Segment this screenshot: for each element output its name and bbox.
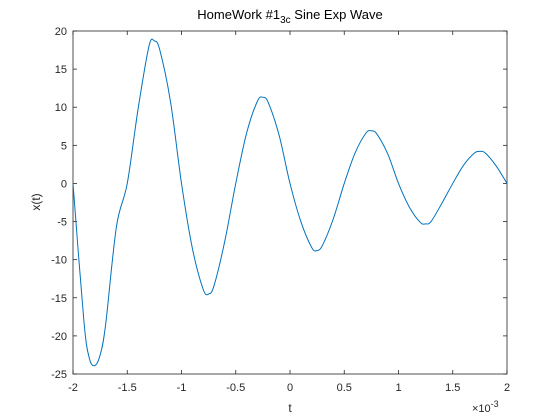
plot-area <box>72 30 508 375</box>
y-tick-label: -15 <box>51 293 67 305</box>
chart-title-main: HomeWork #1 <box>197 7 280 22</box>
x-tick-label: -2 <box>68 382 78 394</box>
x-tick-label: 2 <box>504 382 510 394</box>
x-tick-label: 1.5 <box>445 382 460 394</box>
y-tick-label: -10 <box>51 255 67 267</box>
x-axis-label: t <box>288 401 292 415</box>
chart-title: HomeWork #13c Sine Exp Wave <box>197 7 382 26</box>
x-tick-label: -0.5 <box>226 382 245 394</box>
x-tick-label: 1 <box>395 382 401 394</box>
x-axis-multiplier: ×10-3 <box>472 399 499 415</box>
series-line <box>72 38 508 367</box>
chart-title-subscript: 3c <box>280 15 291 26</box>
x-axis-ticks: -2 -1.5 -1 -0.5 0 0.5 1 1.5 2 <box>68 31 510 394</box>
x-tick-label: 0 <box>287 382 293 394</box>
y-tick-label: 15 <box>55 64 67 76</box>
x-tick-label: -1 <box>177 382 187 394</box>
y-tick-label: 20 <box>55 26 67 38</box>
x-tick-label: -1.5 <box>118 382 137 394</box>
y-tick-label: 5 <box>61 140 67 152</box>
y-tick-label: -5 <box>57 217 67 229</box>
x-axis-multiplier-exponent: -3 <box>491 399 499 409</box>
chart-title-rest: Sine Exp Wave <box>291 7 383 22</box>
y-axis-label: x(t) <box>29 193 43 210</box>
y-tick-label: 0 <box>61 178 67 190</box>
y-tick-label: -25 <box>51 369 67 381</box>
y-axis-ticks: -25 -20 -15 -10 -5 0 5 10 15 20 <box>51 26 507 381</box>
y-tick-label: 10 <box>55 102 67 114</box>
series-layer <box>72 38 508 367</box>
y-tick-label: -20 <box>51 331 67 343</box>
x-tick-label: 0.5 <box>337 382 352 394</box>
x-axis-multiplier-base: ×10 <box>472 403 491 415</box>
